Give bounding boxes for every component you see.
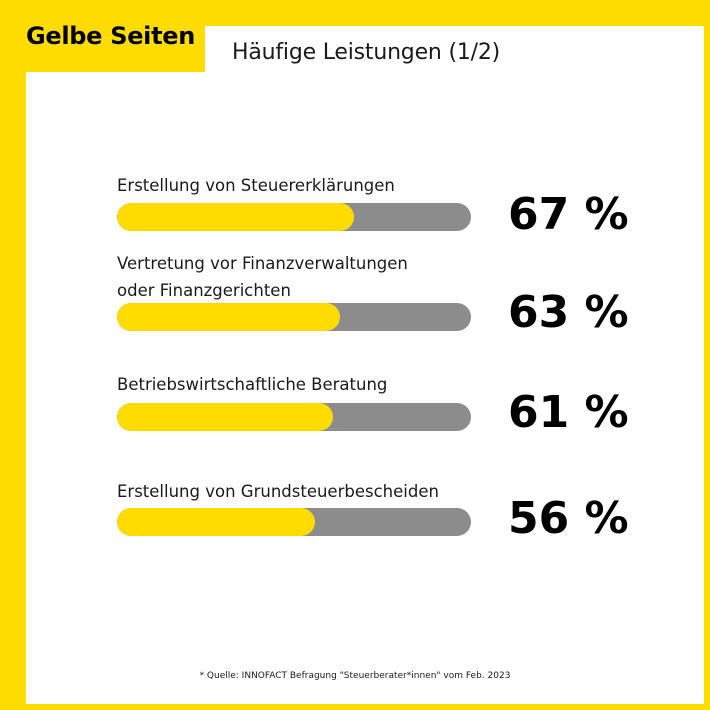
logo-block: Gelbe Seiten	[0, 0, 205, 72]
bar-track	[117, 508, 471, 536]
bar-value-label: 56 %	[508, 493, 629, 544]
bar-label: Erstellung von Grundsteuerbescheiden	[117, 482, 439, 501]
frame-bottom-border	[0, 704, 710, 710]
bar-fill	[117, 303, 341, 331]
frame-right-border	[704, 0, 710, 710]
bar-track	[117, 303, 471, 331]
bar-label: Erstellung von Steuererklärungen	[117, 176, 395, 195]
bar-label: Betriebswirtschaftliche Beratung	[117, 375, 388, 394]
bar-value-label: 61 %	[508, 387, 629, 438]
bar-label: Vertretung vor Finanzverwaltungen oder F…	[117, 254, 408, 300]
bar-value-label: 67 %	[508, 189, 629, 240]
brand-logo: Gelbe Seiten	[26, 22, 196, 50]
page-title: Häufige Leistungen (1/2)	[232, 40, 501, 65]
source-footnote: * Quelle: INNOFACT Befragung "Steuerbera…	[199, 671, 511, 681]
frame-left-border	[0, 0, 26, 710]
bar-fill	[117, 203, 355, 231]
bar-fill	[117, 403, 333, 431]
bar-value-label: 63 %	[508, 287, 629, 338]
bar-fill	[117, 508, 316, 536]
bar-track	[117, 403, 471, 431]
bar-track	[117, 203, 471, 231]
